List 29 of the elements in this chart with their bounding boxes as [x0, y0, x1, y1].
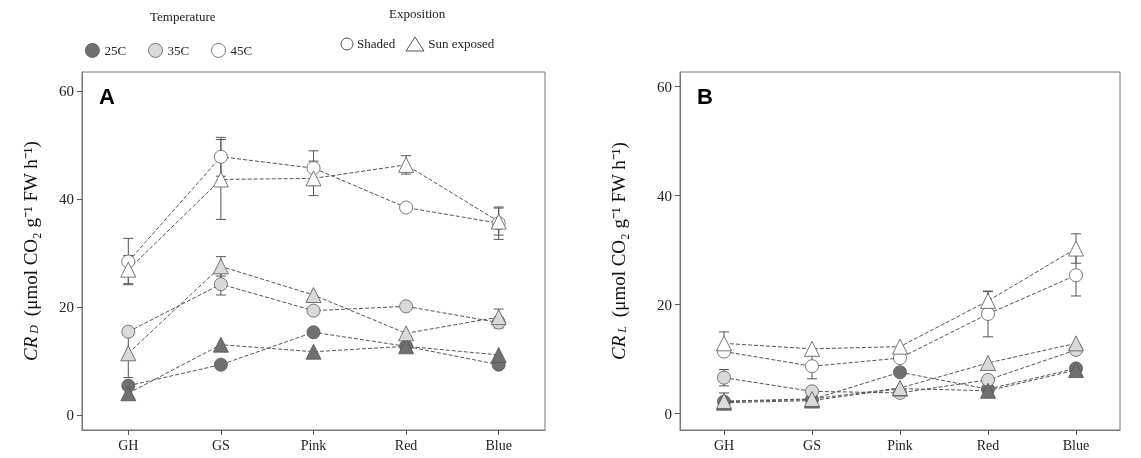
y-tick-label: 0	[664, 405, 672, 422]
text: Sun exposed	[428, 36, 495, 52]
text: Shaded	[357, 36, 396, 52]
text: A	[99, 83, 115, 109]
legend-label: 25C	[104, 42, 127, 58]
legend-label: 35C	[167, 42, 190, 58]
x-tick-label: Pink	[300, 437, 327, 453]
x-tick-label: Blue	[1062, 437, 1090, 453]
text: Exposition	[388, 6, 447, 22]
text: B	[697, 83, 713, 109]
x-tick-label: GH	[118, 437, 139, 453]
y-axis-title: CRD (μmol CO₂ g⁻¹ FW h⁻¹)	[19, 141, 42, 361]
x-tick-label: Red	[394, 437, 418, 453]
y-tick-label: 60	[657, 78, 672, 95]
y-tick-label: 20	[59, 298, 74, 315]
x-tick-label: GS	[803, 437, 821, 453]
legend-title: Temperature	[150, 9, 216, 24]
x-tick-label: Red	[976, 437, 1000, 453]
y-tick-label: 20	[657, 296, 672, 313]
x-tick-label: GH	[713, 437, 735, 453]
x-tick-label: Pink	[887, 437, 913, 453]
y-tick-label: 40	[59, 190, 74, 207]
legend-label: 45C	[230, 42, 253, 58]
x-tick-label: GS	[211, 437, 230, 453]
y-tick-label: 0	[66, 406, 74, 423]
y-axis-title: CRL (μmol CO₂ g⁻¹ FW h⁻¹)	[607, 142, 630, 361]
y-tick-label: 60	[59, 82, 74, 99]
x-tick-label: Blue	[485, 437, 512, 453]
y-tick-label: 40	[657, 187, 672, 204]
